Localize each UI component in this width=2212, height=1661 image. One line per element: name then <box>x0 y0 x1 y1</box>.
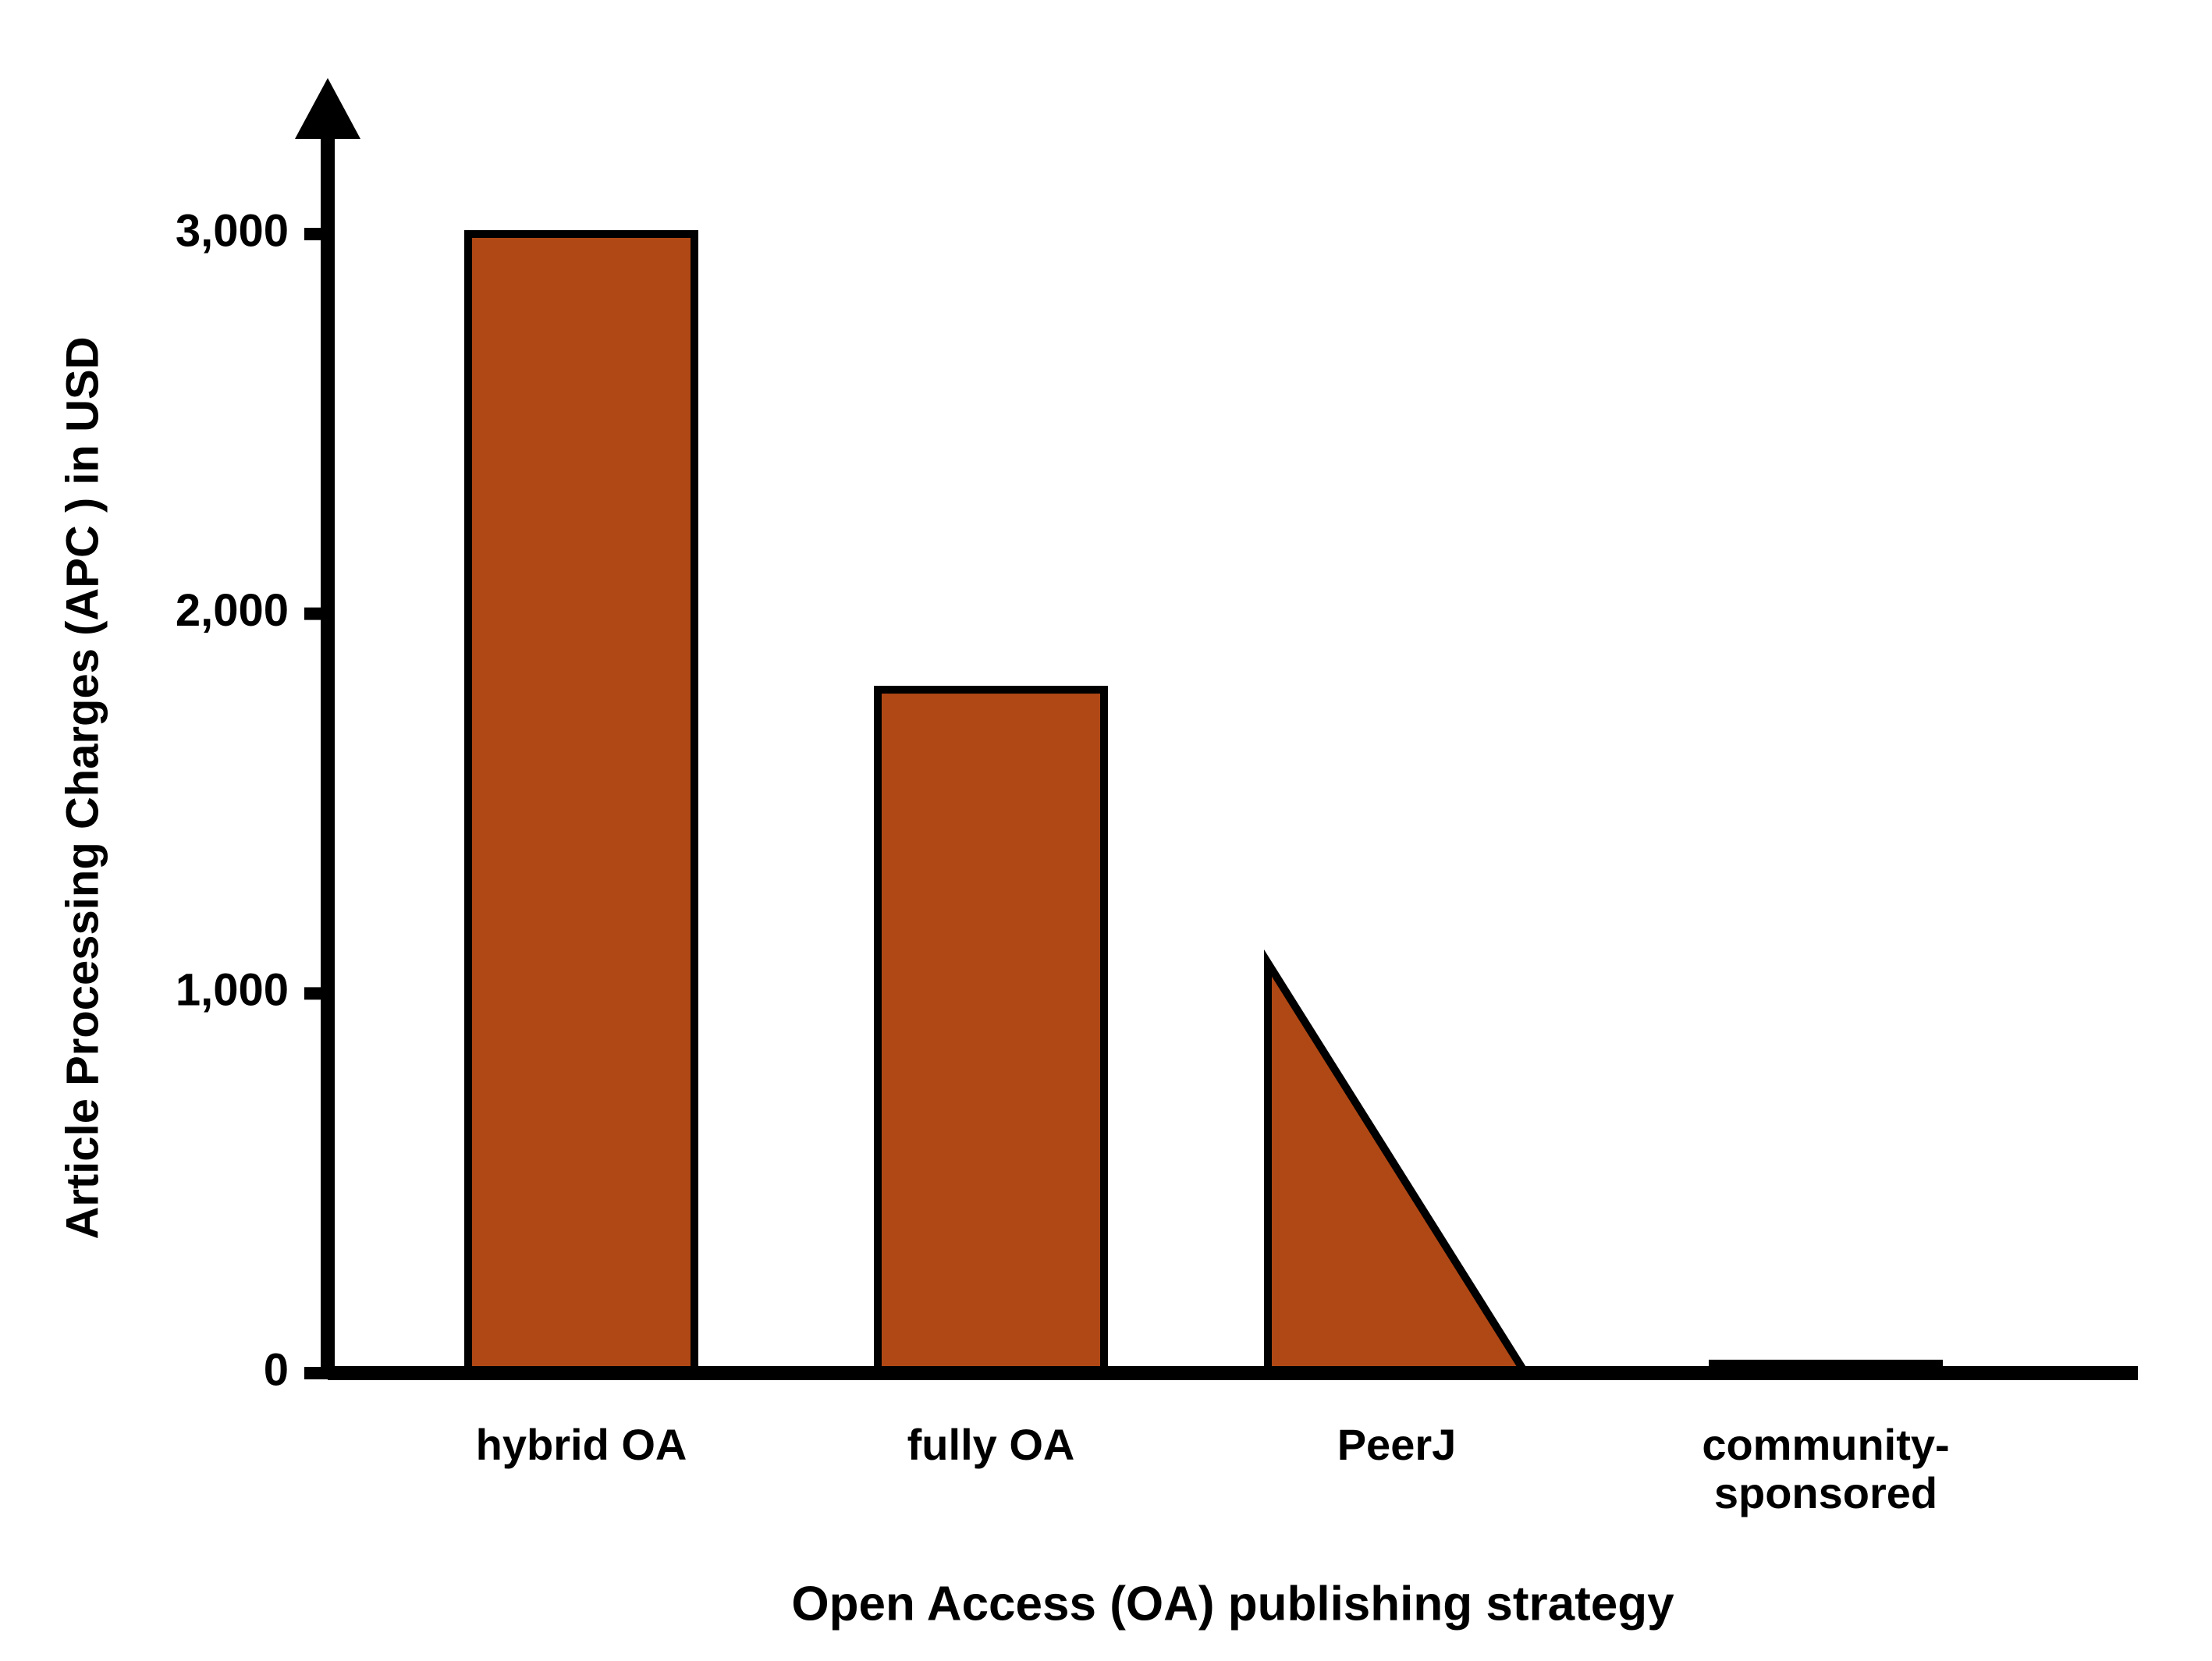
x-axis-label: Open Access (OA) publishing strategy <box>791 1577 1674 1631</box>
x-tick-label: hybrid OA <box>476 1420 687 1469</box>
x-tick-label: community- <box>1702 1420 1949 1469</box>
x-tick-label: fully OA <box>907 1420 1075 1469</box>
x-tick-label: sponsored <box>1714 1468 1937 1517</box>
y-tick-label: 0 <box>264 1344 289 1395</box>
y-tick-label: 3,000 <box>176 205 289 256</box>
apc-bar-chart: 0 1,000 2,000 3,000 Article Processing Charg… <box>0 0 2212 1661</box>
bar-0 <box>468 234 694 1373</box>
y-axis-label: Article Processing Charges (APC ) in USD <box>57 336 108 1239</box>
bar-1 <box>878 690 1104 1373</box>
y-tick-label: 1,000 <box>176 965 289 1016</box>
y-tick-label: 2,000 <box>176 585 289 636</box>
x-tick-label: PeerJ <box>1337 1420 1457 1469</box>
chart-svg: 0 1,000 2,000 3,000 Article Processing Charg… <box>0 0 2212 1661</box>
